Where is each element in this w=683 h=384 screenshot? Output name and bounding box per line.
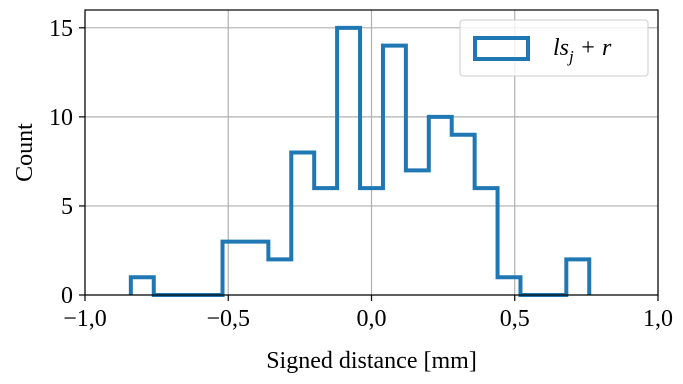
legend-swatch — [473, 36, 530, 61]
x-tick-label: 1,0 — [643, 306, 673, 332]
histogram-step-line — [128, 25, 592, 297]
y-tick-label: 5 — [61, 194, 73, 220]
legend-frame — [459, 19, 649, 77]
x-tick-label: 0,5 — [500, 306, 530, 332]
y-tick-label: 10 — [49, 105, 73, 131]
y-tick-label: 15 — [49, 16, 73, 42]
y-axis-ticks: 0 5 10 15 — [49, 16, 85, 309]
x-axis-ticks: −1,0 −0,5 0,0 0,5 1,0 — [63, 295, 673, 332]
x-axis-label: Signed distance [mm] — [266, 348, 477, 374]
legend: lsj + r — [459, 19, 649, 77]
legend-entry-label: lsj + r — [553, 35, 612, 66]
x-tick-label: −1,0 — [63, 306, 107, 332]
x-tick-label: −0,5 — [206, 306, 250, 332]
y-tick-label: 0 — [61, 283, 73, 309]
x-tick-label: 0,0 — [357, 306, 387, 332]
y-axis-label: Count — [12, 123, 38, 182]
